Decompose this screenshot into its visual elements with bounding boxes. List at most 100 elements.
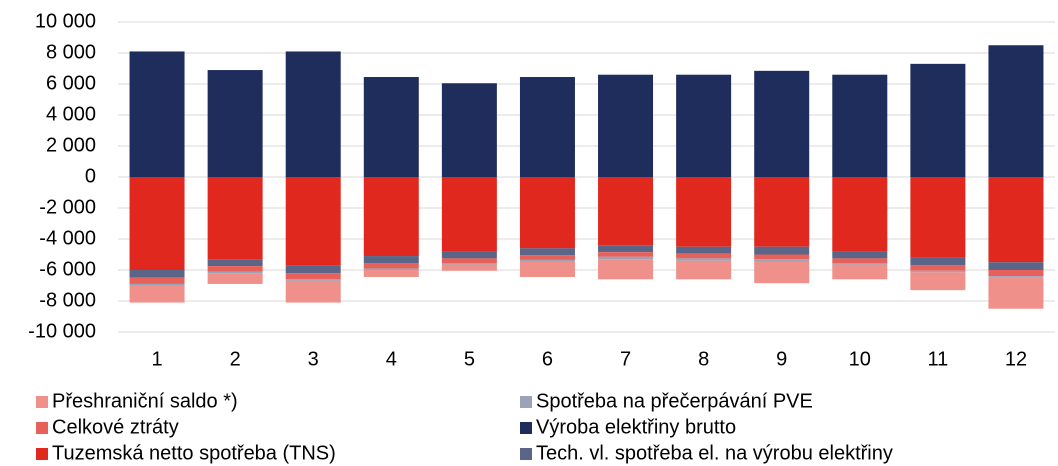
legend-swatch <box>36 448 48 460</box>
bar-segment <box>910 63 966 177</box>
x-tick-label: 6 <box>542 348 553 370</box>
bar-segment <box>598 245 654 253</box>
bar-segment <box>832 177 888 252</box>
legend-swatch <box>520 396 532 408</box>
bar-segment <box>285 51 341 178</box>
legend-swatch <box>520 422 532 434</box>
bar-segment <box>363 263 419 269</box>
legend-swatch <box>36 422 48 434</box>
bar-segment <box>285 273 341 280</box>
bar-segment <box>988 270 1044 277</box>
y-tick-label: -10 000 <box>28 320 96 342</box>
bar-segment <box>676 258 732 261</box>
bar-segment <box>676 260 732 280</box>
bar-segment <box>285 280 341 303</box>
legend-label: Tech. vl. spotřeba el. na výrobu elektři… <box>536 442 893 464</box>
y-tick-label: -2 000 <box>39 196 96 218</box>
bar-segment <box>285 265 341 274</box>
bar-segment <box>129 177 185 270</box>
bar-segment <box>207 271 263 274</box>
bar-segment <box>207 259 263 267</box>
bar-segment <box>598 74 654 177</box>
bar-segment <box>598 256 654 260</box>
bar-segment <box>363 256 419 264</box>
x-tick-label: 8 <box>698 348 709 370</box>
bar-segment <box>832 264 888 280</box>
bar-segment <box>754 70 810 177</box>
bar-segment <box>519 259 575 262</box>
bar-segment <box>598 259 654 280</box>
x-tick-label: 9 <box>776 348 787 370</box>
legend-label: Přeshraniční saldo *) <box>52 390 238 412</box>
bar-segment <box>129 270 185 278</box>
x-tick-label: 2 <box>230 348 241 370</box>
x-tick-label: 3 <box>308 348 319 370</box>
bar-segment <box>988 45 1044 177</box>
legend-label: Tuzemská netto spotřeba (TNS) <box>52 442 336 464</box>
bar-segment <box>519 77 575 177</box>
bar-segment <box>910 177 966 258</box>
bar-segment <box>910 265 966 271</box>
bar-segment <box>754 177 810 247</box>
bar-segment <box>519 248 575 256</box>
y-tick-label: 8 000 <box>46 41 96 63</box>
bar-segment <box>910 270 966 273</box>
bar-segment <box>285 279 341 281</box>
legend-swatch <box>36 396 48 408</box>
bar-segment <box>207 273 263 284</box>
bar-segment <box>363 77 419 177</box>
bar-segment <box>207 177 263 260</box>
bar-segment <box>676 246 732 254</box>
legend-label: Celkové ztráty <box>52 416 179 438</box>
bar-segment <box>676 74 732 177</box>
bar-segment <box>129 285 185 303</box>
bar-segment <box>754 261 810 284</box>
bar-segment <box>598 177 654 246</box>
y-tick-label: 2 000 <box>46 134 96 156</box>
bar-segment <box>129 277 185 284</box>
bar-segment <box>129 283 185 286</box>
bar-segment <box>363 270 419 277</box>
bar-segment <box>441 264 497 271</box>
bar-segment <box>441 251 497 259</box>
bar-segment <box>910 257 966 266</box>
bar-segment <box>441 83 497 177</box>
x-tick-label: 12 <box>1005 348 1027 370</box>
bar-segment <box>832 258 888 264</box>
bar-segment <box>519 255 575 260</box>
bar-segment <box>441 263 497 265</box>
x-tick-label: 1 <box>151 348 162 370</box>
bar-segment <box>129 51 185 178</box>
y-tick-label: -8 000 <box>39 289 96 311</box>
bar-segment <box>207 70 263 177</box>
legend-label: Spotřeba na přečerpávání PVE <box>536 390 813 412</box>
y-tick-label: -6 000 <box>39 258 96 280</box>
bar-segment <box>363 177 419 257</box>
bar-segment <box>754 254 810 260</box>
bar-segment <box>519 177 575 249</box>
bar-segment <box>832 263 888 265</box>
bar-segment <box>285 177 341 266</box>
bar-segment <box>988 262 1044 270</box>
bar-segment <box>519 261 575 277</box>
bar-segment <box>910 272 966 291</box>
bar-segment <box>676 177 732 247</box>
x-tick-label: 5 <box>464 348 475 370</box>
y-tick-label: 0 <box>85 165 96 187</box>
bar-segment <box>988 276 1044 278</box>
legend-label: Výroba elektřiny brutto <box>536 416 736 438</box>
y-tick-label: 6 000 <box>46 72 96 94</box>
bar-segment <box>754 259 810 262</box>
legend-swatch <box>520 448 532 460</box>
y-tick-label: 4 000 <box>46 103 96 125</box>
bar-segment <box>598 252 654 257</box>
bar-segment <box>441 258 497 264</box>
bar-segment <box>832 74 888 177</box>
bar-segment <box>441 177 497 252</box>
x-tick-label: 4 <box>386 348 397 370</box>
bar-segment <box>754 246 810 255</box>
bar-segment <box>832 251 888 259</box>
y-tick-label: 10 000 <box>35 10 96 32</box>
x-tick-label: 7 <box>620 348 631 370</box>
